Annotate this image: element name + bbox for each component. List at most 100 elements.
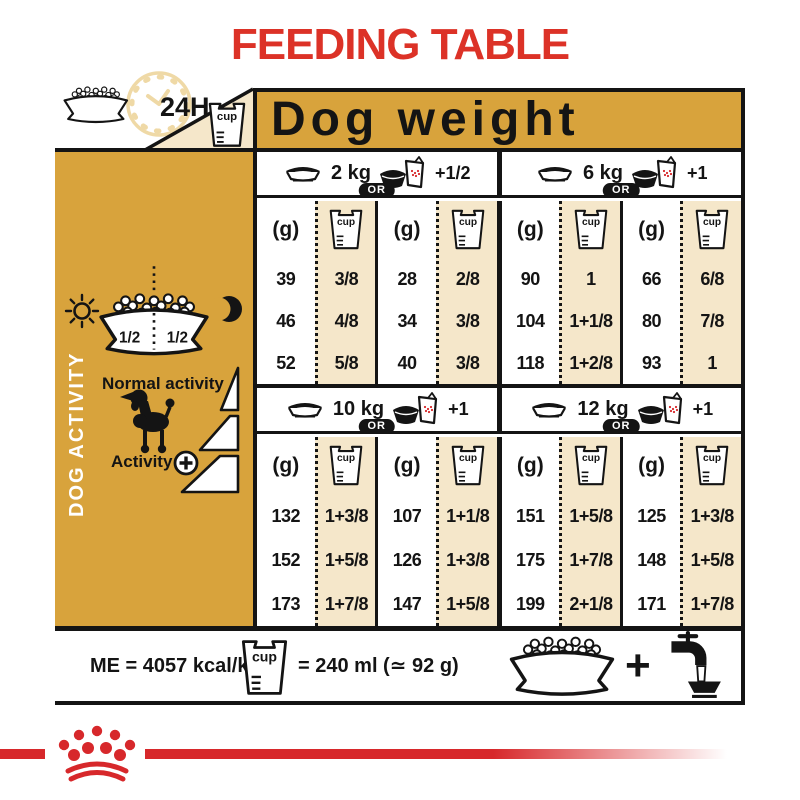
cups-value: 6/8 xyxy=(700,268,724,289)
weight-header-row: 10 kg +1 OR 12 kg xyxy=(257,388,741,434)
cups-value: 1+7/8 xyxy=(324,593,369,614)
activity-triangle-medium xyxy=(198,414,240,452)
grams-unit-label: (g) xyxy=(638,217,665,241)
sidebar-title: DOG ACTIVITY xyxy=(66,351,88,517)
cups-value: 1 xyxy=(707,352,717,373)
grams-value: 66 xyxy=(642,268,662,289)
or-badge: OR xyxy=(358,183,395,198)
grams-unit-label: (g) xyxy=(272,453,300,477)
grams-value: 147 xyxy=(392,593,422,614)
red-divider-right xyxy=(145,749,745,759)
cups-value: 3/8 xyxy=(455,310,480,331)
wet-food-extra-label: +1 xyxy=(692,399,714,419)
empty-bowl-icon xyxy=(287,403,322,418)
duration-label: 24H xyxy=(160,92,210,122)
cups-value: 5/8 xyxy=(334,352,359,373)
cups-value: 4/8 xyxy=(334,310,359,331)
grams-value: 125 xyxy=(637,505,666,526)
grams-value: 126 xyxy=(392,549,422,570)
weight-header-2kg: 2 kg +1/2 OR xyxy=(257,152,497,198)
poodle-icon xyxy=(120,389,175,454)
svg-text:cup: cup xyxy=(337,453,355,464)
page-title: FEEDING TABLE xyxy=(230,20,570,69)
cups-value: 1+3/8 xyxy=(446,549,490,570)
grams-value: 39 xyxy=(276,268,296,289)
footer-note-row: ME = 4057 kcal/kg cup = 240 ml (≃ 92 g) … xyxy=(55,631,745,705)
grams-value: 80 xyxy=(642,310,662,331)
cups-value: 1+5/8 xyxy=(690,549,735,570)
cups-value: 1+7/8 xyxy=(569,549,613,570)
grams-value: 152 xyxy=(271,549,301,570)
cups-value: 1 xyxy=(586,268,596,289)
pair-column: (g) 107 126 147 cup 1+1/8 1+3/8 1+5/8 xyxy=(375,437,497,626)
bowl-plus-pouch-icon xyxy=(393,391,438,424)
split-ration-bowl: 1/2 1/2 xyxy=(99,266,209,356)
pair-column: (g) 39 46 52 cup 3/8 4/8 5/8 xyxy=(257,201,376,384)
pair-column: (g) 28 34 40 cup 2/8 3/8 3/8 xyxy=(375,201,497,384)
cup-icon: cup xyxy=(695,445,729,486)
grams-value: 28 xyxy=(397,268,418,289)
feeding-table-small-weights: 2 kg +1/2 OR 6 kg xyxy=(253,152,745,388)
brand-crown-logo xyxy=(58,725,136,782)
grams-value: 175 xyxy=(516,549,545,570)
grams-unit-label: (g) xyxy=(393,217,421,241)
metabolizable-energy-label: ME = 4057 kcal/kg xyxy=(90,655,261,677)
grams-unit-label: (g) xyxy=(516,453,544,477)
weight-label: 10 kg xyxy=(332,398,385,420)
svg-text:cup: cup xyxy=(459,217,477,228)
activity-label: Activity xyxy=(111,452,173,471)
cup-icon: cup xyxy=(574,209,608,250)
cups-value: 1+7/8 xyxy=(690,593,735,614)
cups-value: 7/8 xyxy=(700,310,724,331)
bowl-plus-pouch-icon xyxy=(379,155,425,188)
cup-icon: cup xyxy=(451,445,485,486)
weight-header-row: 2 kg +1/2 OR 6 kg xyxy=(257,152,741,198)
normal-activity-label: Normal activity xyxy=(102,374,224,393)
cup-equivalence-label: = 240 ml (≃ 92 g) xyxy=(298,655,459,677)
red-divider-left xyxy=(0,749,45,759)
grams-value: 173 xyxy=(271,593,301,614)
grams-value: 52 xyxy=(276,352,296,373)
svg-text:cup: cup xyxy=(582,217,600,228)
bowl-plus-pouch-icon xyxy=(632,155,677,188)
dog-activity-sidebar: DOG ACTIVITY 1/2 1/2 Normal activity xyxy=(55,152,253,631)
weight-label: 2 kg xyxy=(330,162,371,184)
divider-line xyxy=(55,148,253,152)
cups-value: 3/8 xyxy=(334,268,359,289)
grams-value: 40 xyxy=(397,352,418,373)
wet-food-extra-label: +1 xyxy=(687,163,708,183)
svg-text:cup: cup xyxy=(582,453,600,464)
grams-unit-label: (g) xyxy=(516,217,544,241)
cups-value: 1+3/8 xyxy=(324,505,369,526)
empty-bowl-icon xyxy=(285,167,320,182)
or-badge: OR xyxy=(603,419,640,434)
empty-bowl-icon xyxy=(537,167,572,182)
dog-weight-band: Dog weight xyxy=(253,88,745,152)
cup-icon: cup xyxy=(695,209,729,250)
pair-column: (g) 125 148 171 cup 1+3/8 1+5/8 1+7/8 xyxy=(619,437,741,626)
grams-value: 171 xyxy=(637,593,666,614)
cups-value: 1+2/8 xyxy=(569,352,613,373)
cup-icon: cup xyxy=(241,640,288,695)
table-body: (g) 39 46 52 cup 3/8 4/8 5/8 (g) 28 34 4… xyxy=(257,201,741,384)
half-label-right: 1/2 xyxy=(167,330,188,347)
grams-value: 93 xyxy=(642,352,662,373)
cups-value: 2+1/8 xyxy=(569,593,613,614)
cups-value: 1+3/8 xyxy=(690,505,735,526)
cup-icon: cup xyxy=(330,445,363,486)
weight-label: 12 kg xyxy=(577,398,629,420)
grams-unit-label: (g) xyxy=(272,217,300,241)
water-faucet-icon xyxy=(671,631,721,698)
cups-value: 1+5/8 xyxy=(569,505,613,526)
grams-value: 132 xyxy=(271,505,301,526)
weight-header-10kg: 10 kg +1 OR xyxy=(257,388,497,434)
cup-icon: cup xyxy=(208,102,246,147)
sun-icon xyxy=(64,293,100,329)
cups-value: 1+1/8 xyxy=(446,505,490,526)
grams-value: 104 xyxy=(516,310,545,331)
cup-icon: cup xyxy=(574,445,608,486)
grams-value: 90 xyxy=(520,268,541,289)
svg-text:cup: cup xyxy=(337,217,355,228)
grams-value: 118 xyxy=(516,352,545,373)
